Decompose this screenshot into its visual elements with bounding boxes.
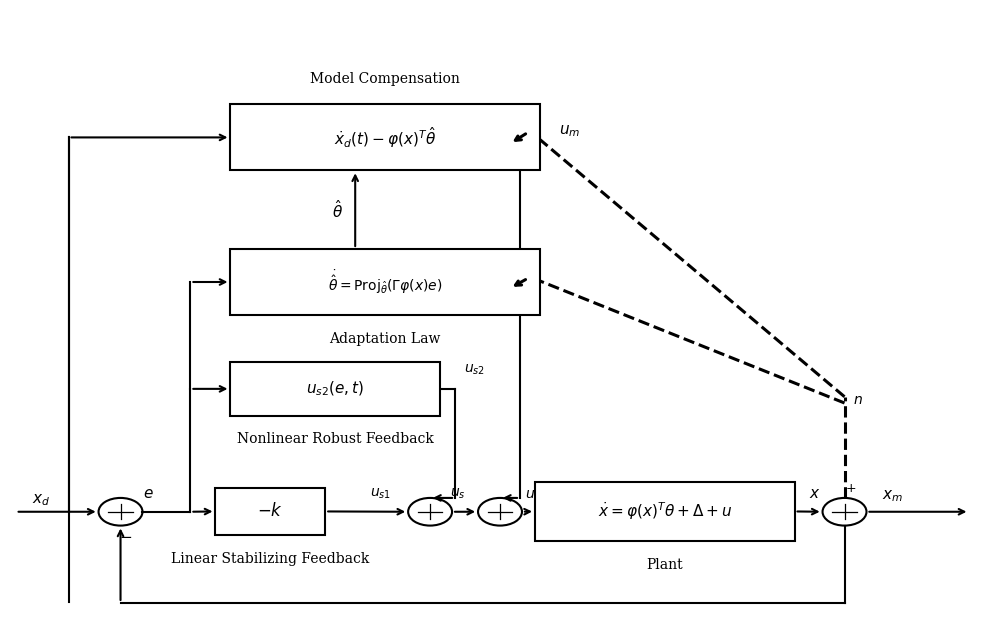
FancyBboxPatch shape: [535, 481, 795, 541]
FancyBboxPatch shape: [230, 105, 540, 171]
FancyBboxPatch shape: [230, 362, 440, 416]
Text: $u_{s1}$: $u_{s1}$: [370, 487, 391, 501]
Text: Linear Stabilizing Feedback: Linear Stabilizing Feedback: [171, 552, 370, 566]
Text: Nonlinear Robust Feedback: Nonlinear Robust Feedback: [237, 432, 434, 447]
Text: $u_{s2}$: $u_{s2}$: [464, 363, 486, 377]
Text: $u_s$: $u_s$: [450, 487, 466, 501]
Text: $e$: $e$: [143, 487, 154, 501]
FancyBboxPatch shape: [215, 488, 325, 535]
Text: $u_m$: $u_m$: [559, 123, 581, 139]
Text: $\dot{x}_d(t)-\varphi(x)^T\hat{\theta}$: $\dot{x}_d(t)-\varphi(x)^T\hat{\theta}$: [334, 125, 436, 150]
Text: $+$: $+$: [845, 482, 856, 495]
Text: $x_d$: $x_d$: [32, 493, 50, 508]
FancyBboxPatch shape: [230, 249, 540, 315]
Text: $\hat{\theta}$: $\hat{\theta}$: [332, 198, 343, 220]
Text: $u$: $u$: [525, 487, 535, 501]
Text: $-k$: $-k$: [257, 503, 283, 520]
Text: $x$: $x$: [809, 487, 820, 501]
Text: $x_m$: $x_m$: [882, 488, 903, 504]
Text: $\dot{\hat{\theta}}=\mathrm{Proj}_{\hat{\theta}}(\Gamma\varphi(x)e)$: $\dot{\hat{\theta}}=\mathrm{Proj}_{\hat{…: [328, 268, 442, 296]
Text: Plant: Plant: [646, 558, 683, 572]
Text: $n$: $n$: [853, 393, 862, 407]
Text: $-$: $-$: [119, 529, 132, 542]
Text: Adaptation Law: Adaptation Law: [329, 332, 441, 346]
Text: $u_{s2}(e,t)$: $u_{s2}(e,t)$: [306, 380, 364, 398]
Text: Model Compensation: Model Compensation: [310, 72, 460, 86]
Text: $\dot{x}=\varphi(x)^T\theta+\Delta+u$: $\dot{x}=\varphi(x)^T\theta+\Delta+u$: [598, 501, 732, 522]
